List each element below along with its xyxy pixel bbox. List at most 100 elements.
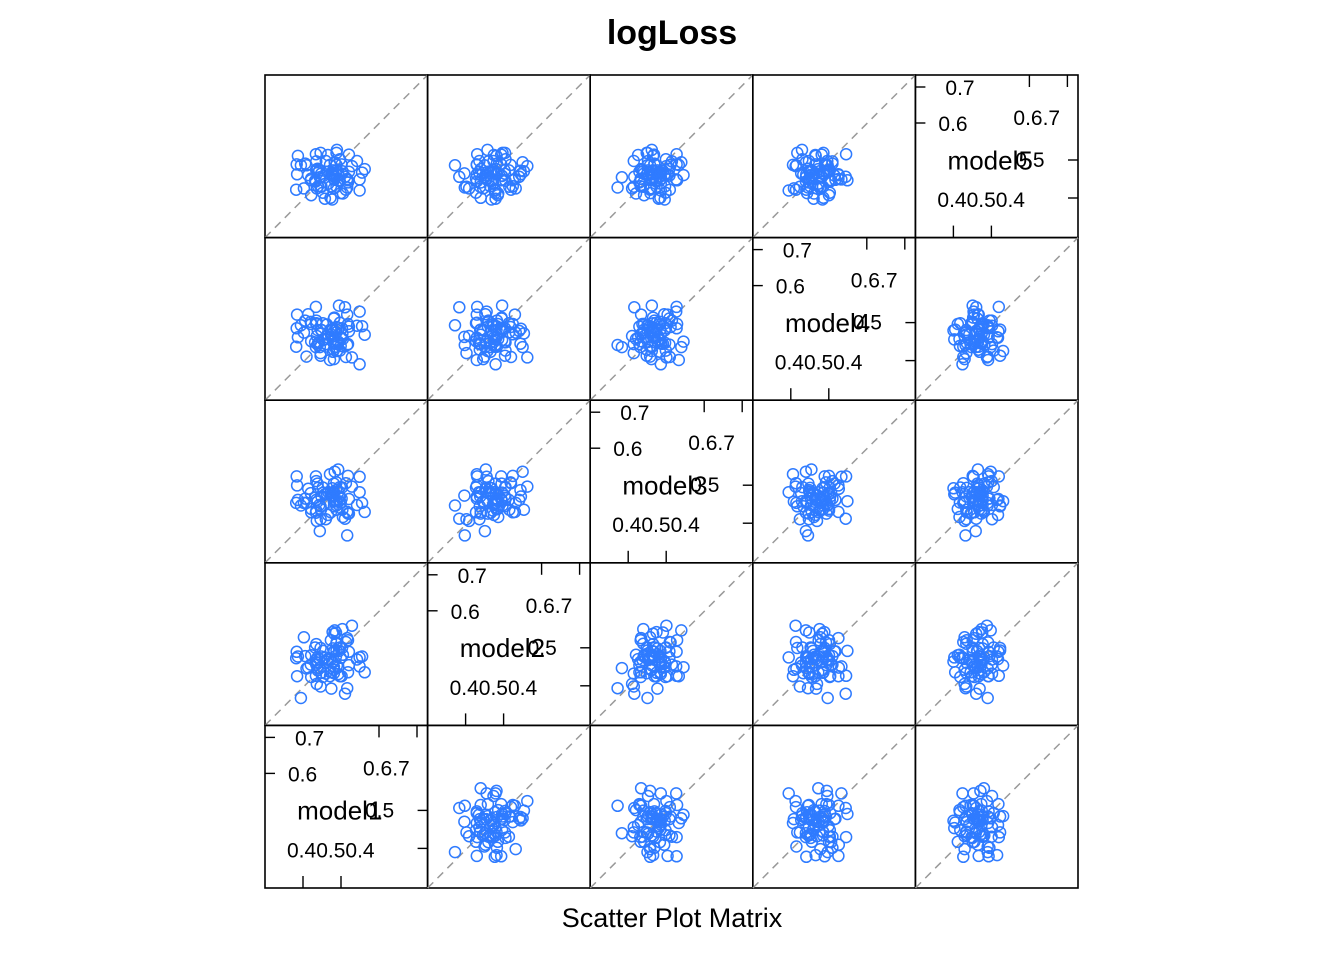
data-point [650,168,663,181]
data-point [309,147,323,161]
reference-line [427,237,591,401]
data-point [304,188,318,202]
data-point [304,317,318,331]
chart-title: logLoss [607,14,737,52]
data-point [478,159,491,172]
data-point [821,691,834,705]
data-point [458,529,472,542]
data-point [490,848,503,862]
data-point [326,322,339,335]
data-point [818,850,831,863]
diagonal-panel-model3: model3 0.7 0.6 0.6.7 0.5 0.40.50.4 [589,399,754,564]
data-point [953,803,966,817]
data-point [669,173,683,186]
data-point [804,827,818,840]
tick-label: 0.6 [938,113,967,136]
data-point [521,794,534,808]
tick-label: 0.5 [365,799,394,822]
data-point [301,482,315,496]
data-point [473,180,487,193]
data-point [298,157,312,170]
data-point [458,489,471,502]
data-point [458,799,472,813]
data-point [489,829,502,842]
data-point [782,184,795,197]
data-point [634,815,647,829]
data-point [304,648,318,662]
data-point [809,493,822,507]
data-point [802,176,816,189]
data-point [326,625,339,639]
data-point [677,660,690,674]
data-point [345,351,359,364]
data-point [333,480,347,494]
tick-label: 0.5 [528,637,557,660]
data-point [782,787,795,800]
data-point [816,193,829,206]
data-point [481,344,494,358]
data-point [669,660,683,673]
data-point [301,168,315,182]
data-point [313,652,326,666]
data-point [982,850,995,863]
panel-model5-vs-model3 [589,74,754,239]
data-point [327,477,341,490]
data-point [611,799,624,813]
data-point [992,830,1006,844]
data-point [663,162,676,175]
data-point [494,797,508,811]
data-point [304,658,318,671]
data-point [839,687,852,700]
data-point [815,797,828,811]
data-point [790,840,803,853]
data-point [677,335,690,348]
data-point [460,512,473,526]
data-point [791,641,804,655]
data-point [802,666,816,679]
data-point [637,835,651,849]
data-point [327,169,341,182]
variable-name: model2 [460,633,545,663]
data-point [297,631,311,644]
data-point [670,850,683,863]
data-point [490,841,504,855]
data-point [353,305,366,318]
data-point [332,299,346,312]
data-point [652,192,665,205]
data-point [498,349,512,362]
data-point [481,494,494,508]
data-point [615,171,629,184]
data-point [793,512,807,526]
data-point [789,480,802,493]
data-point [826,841,839,855]
data-point [786,467,800,481]
panel-model3-vs-model2 [426,399,592,564]
tick-label: 0.6.7 [526,595,573,618]
data-point [953,332,966,346]
panel-model4-vs-model1 [264,236,429,402]
data-point [514,490,528,503]
data-point [799,624,813,637]
data-point [495,812,508,826]
data-point [796,480,809,494]
data-point [967,470,980,484]
data-point [304,502,318,516]
data-point [957,476,970,490]
data-point [967,505,981,519]
data-point [491,835,505,849]
data-point [820,166,834,179]
tick-label: 0.6.7 [363,757,410,780]
data-point [318,192,332,205]
data-point [809,669,822,683]
data-point [330,143,344,157]
data-point [326,490,339,503]
data-point [627,680,641,693]
tick-label: 0.40.50.4 [937,189,1025,212]
panel-model3-vs-model5 [914,399,1079,564]
data-point [479,482,492,496]
data-point [611,681,624,695]
data-point [983,314,996,327]
data-point [670,669,683,683]
data-point [631,148,645,162]
panel-model4-vs-model5 [914,236,1079,402]
